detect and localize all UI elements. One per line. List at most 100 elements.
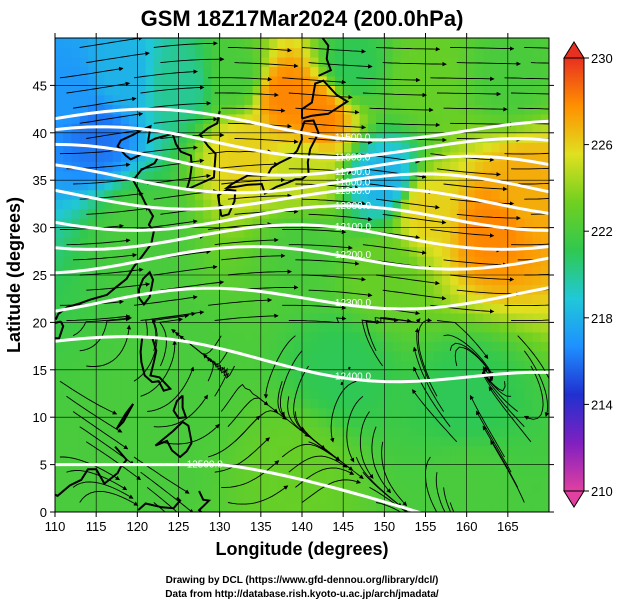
field-cell <box>458 369 468 380</box>
field-cell <box>252 407 262 418</box>
field-cell <box>194 66 204 77</box>
field-cell <box>425 445 435 456</box>
streamline <box>227 193 292 200</box>
field-cell <box>310 161 320 172</box>
field-cell <box>466 237 476 248</box>
field-cell <box>162 170 171 181</box>
contour-label: 12100.0 <box>335 222 372 233</box>
field-cell <box>433 312 443 323</box>
field-cell <box>359 189 369 200</box>
field-cell <box>351 407 361 418</box>
field-cell <box>269 132 278 143</box>
field-cell <box>310 407 320 418</box>
field-cell <box>540 464 549 475</box>
streamline <box>476 410 512 473</box>
streamline <box>140 158 205 170</box>
field-cell <box>359 293 369 305</box>
field-cell <box>384 199 394 210</box>
field-cell <box>409 38 418 49</box>
field-cell <box>491 265 501 276</box>
credit-line-2: Data from http://database.rish.kyoto-u.a… <box>165 589 439 600</box>
field-cell <box>203 502 213 512</box>
field-cell <box>507 189 517 200</box>
field-cell <box>269 75 278 86</box>
field-cell <box>96 218 105 229</box>
field-cell <box>524 180 534 191</box>
field-cell <box>170 322 180 333</box>
field-cell <box>409 341 418 352</box>
field-cell <box>285 256 295 267</box>
field-cell <box>194 474 204 485</box>
field-cell <box>178 123 188 134</box>
field-cell <box>162 398 171 409</box>
field-cell <box>260 312 270 323</box>
field-cell <box>540 455 549 466</box>
field-cell <box>219 464 229 475</box>
field-cell <box>367 275 377 286</box>
field-cell <box>186 85 196 96</box>
field-cell <box>227 47 237 58</box>
field-cell <box>516 218 525 229</box>
field-cell <box>351 417 361 428</box>
field-cell <box>343 445 352 456</box>
field-cell <box>318 398 328 409</box>
field-cell <box>252 417 262 428</box>
field-cell <box>326 66 336 77</box>
field-cell <box>450 47 460 58</box>
field-cell <box>516 341 525 352</box>
field-cell <box>417 474 427 485</box>
field-cell <box>227 151 237 162</box>
field-cell <box>129 426 138 437</box>
field-cell <box>120 227 130 238</box>
field-cell <box>334 161 344 172</box>
field-cell <box>120 474 130 485</box>
field-cell <box>252 483 262 494</box>
field-cell <box>277 426 287 437</box>
field-cell <box>310 502 320 512</box>
field-cell <box>334 379 344 390</box>
field-cell <box>384 113 394 124</box>
field-cell <box>524 369 534 380</box>
field-cell <box>400 455 410 466</box>
field-cell <box>392 502 402 512</box>
field-cell <box>409 417 418 428</box>
field-cell <box>79 170 89 181</box>
field-cell <box>425 369 435 380</box>
field-cell <box>252 322 262 333</box>
field-cell <box>244 379 254 390</box>
field-cell <box>516 360 525 371</box>
field-cell <box>516 85 525 96</box>
field-cell <box>137 284 147 295</box>
field-cell <box>269 199 278 210</box>
field-cell <box>376 360 385 371</box>
field-cell <box>186 275 196 286</box>
streamline <box>79 490 139 506</box>
field-cell <box>359 237 369 248</box>
field-cell <box>145 85 155 96</box>
field-cell <box>458 360 468 371</box>
field-cell <box>483 502 492 512</box>
field-cell <box>71 293 81 305</box>
field-cell <box>194 388 204 399</box>
field-cell <box>351 493 361 504</box>
field-cell <box>318 293 328 305</box>
field-cell <box>458 379 468 390</box>
field-cell <box>417 445 427 456</box>
field-cell <box>55 407 64 418</box>
field-cell <box>227 398 237 409</box>
field-cell <box>483 161 492 172</box>
field-cell <box>211 445 221 456</box>
field-cell <box>137 142 147 153</box>
field-cell <box>400 379 410 390</box>
field-cell <box>293 455 303 466</box>
field-cell <box>293 312 303 323</box>
field-cell <box>532 218 542 229</box>
field-cell <box>285 379 295 390</box>
field-cell <box>326 293 336 305</box>
field-cell <box>186 142 196 153</box>
field-cell <box>194 331 204 342</box>
field-cell <box>532 502 542 512</box>
field-cell <box>540 445 549 456</box>
field-cell <box>392 464 402 475</box>
field-cell <box>252 113 262 124</box>
